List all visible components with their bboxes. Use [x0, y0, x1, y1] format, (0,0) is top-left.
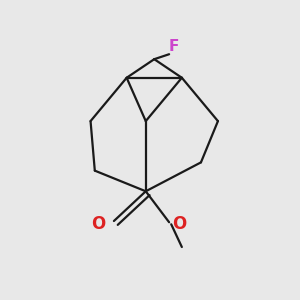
Text: O: O — [172, 215, 186, 233]
Text: O: O — [91, 215, 105, 233]
Text: F: F — [168, 39, 178, 54]
